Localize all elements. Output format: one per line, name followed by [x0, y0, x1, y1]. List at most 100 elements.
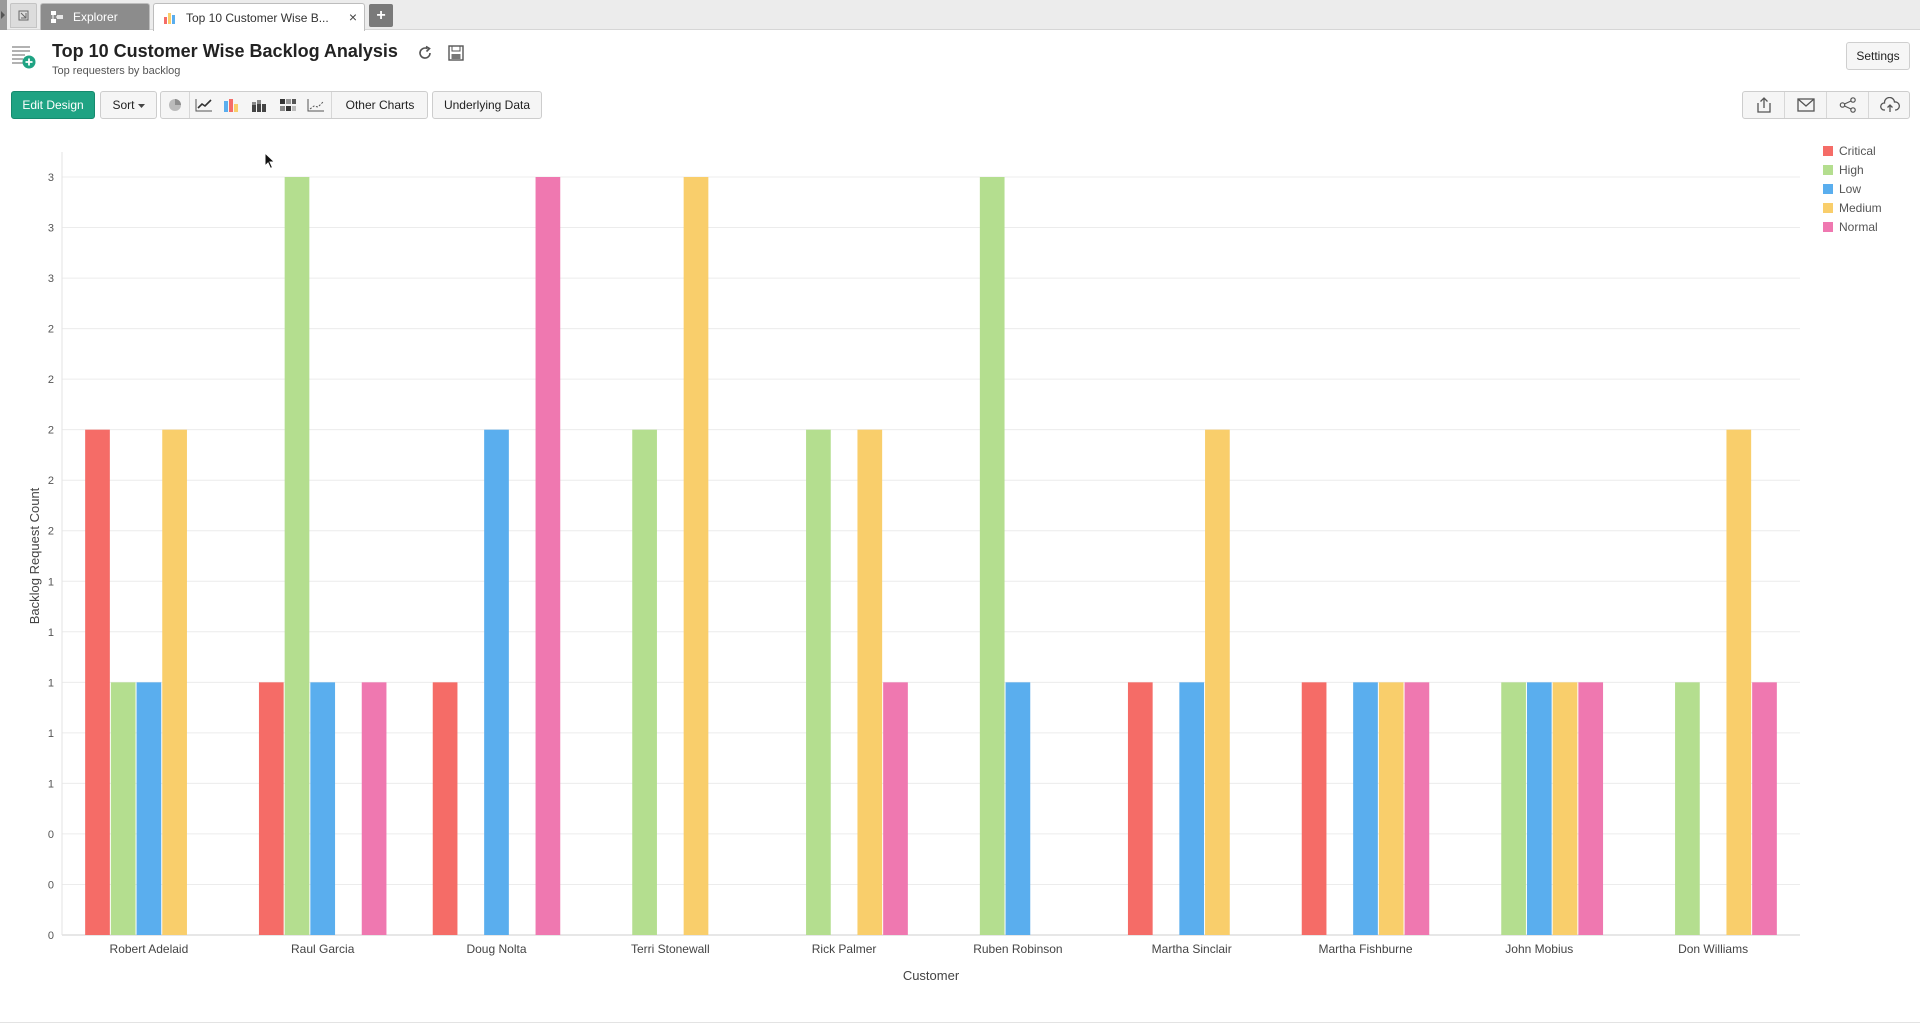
export-icon[interactable]: [1743, 92, 1784, 118]
y-tick-label: 2: [48, 475, 54, 487]
explorer-icon: [50, 10, 64, 24]
legend-swatch: [1823, 183, 1833, 194]
chart-legend: Critical High Low Medium Normal: [1823, 141, 1882, 236]
bar-critical: [432, 682, 458, 935]
y-tick-label: 0: [48, 930, 54, 942]
email-icon[interactable]: [1785, 92, 1826, 118]
y-tick-label: 3: [48, 172, 54, 184]
bar-critical: [85, 429, 110, 935]
y-tick-label: 1: [48, 677, 54, 689]
collapse-handle[interactable]: [0, 0, 7, 30]
y-tick-label: 1: [48, 627, 54, 639]
save-icon[interactable]: [447, 44, 465, 62]
legend-item[interactable]: Critical: [1823, 141, 1882, 160]
bar-medium: [1552, 682, 1578, 935]
close-icon[interactable]: ×: [348, 9, 357, 25]
bar-low: [1353, 682, 1378, 935]
y-tick-label: 0: [48, 829, 54, 841]
tab-explorer[interactable]: Explorer: [40, 3, 150, 30]
add-tab-button[interactable]: +: [369, 4, 393, 27]
bar-critical: [258, 682, 284, 935]
bar-low: [1526, 682, 1552, 935]
bar-normal: [1752, 682, 1777, 935]
y-axis-title: Backlog Request Count: [27, 487, 42, 624]
bar-critical: [1301, 682, 1327, 935]
divider: [0, 1022, 1920, 1023]
legend-label: Medium: [1839, 200, 1882, 215]
bar-medium: [1378, 682, 1404, 935]
cloud-upload-icon[interactable]: [1869, 92, 1910, 118]
bar-normal: [361, 682, 387, 935]
report-list-icon[interactable]: [11, 44, 37, 70]
y-tick-label: 3: [48, 223, 54, 235]
refresh-icon[interactable]: [416, 44, 434, 62]
x-tick-label: John Mobius: [1505, 942, 1573, 956]
bar-medium: [1205, 429, 1230, 935]
page-subtitle: Top requesters by backlog: [52, 65, 181, 77]
bar-low: [136, 682, 162, 935]
legend-label: Normal: [1839, 219, 1878, 234]
stacked-bar-icon[interactable]: [246, 92, 274, 118]
x-tick-label: Don Williams: [1678, 942, 1748, 956]
x-tick-label: Rick Palmer: [812, 942, 877, 956]
bar-high: [1675, 682, 1700, 935]
legend-swatch: [1823, 221, 1833, 232]
line-chart-icon[interactable]: [190, 92, 218, 118]
y-tick-label: 2: [48, 526, 54, 538]
home-tab-icon[interactable]: [10, 3, 37, 28]
legend-item[interactable]: Medium: [1823, 198, 1882, 217]
pie-chart-icon[interactable]: [161, 92, 189, 118]
bar-normal: [535, 177, 561, 935]
y-tick-label: 1: [48, 576, 54, 588]
x-tick-label: Doug Nolta: [466, 942, 526, 956]
y-tick-label: 2: [48, 324, 54, 336]
legend-item[interactable]: High: [1823, 160, 1882, 179]
mouse-cursor-icon: [264, 151, 276, 175]
y-tick-label: 2: [48, 425, 54, 437]
bar-low: [1179, 682, 1205, 935]
legend-label: Critical: [1839, 143, 1876, 158]
bar-normal: [883, 682, 908, 935]
legend-item[interactable]: Low: [1823, 179, 1882, 198]
bar-medium: [683, 177, 709, 935]
bar-medium: [857, 429, 883, 935]
y-tick-label: 3: [48, 273, 54, 285]
legend-label: Low: [1839, 181, 1862, 196]
legend-item[interactable]: Normal: [1823, 217, 1882, 236]
legend-label: High: [1839, 162, 1864, 177]
y-tick-label: 1: [48, 728, 54, 740]
x-tick-label: Raul Garcia: [291, 942, 355, 956]
share-toolbar: [1742, 91, 1910, 119]
share-icon[interactable]: [1827, 92, 1868, 118]
bar-high: [806, 429, 831, 935]
bar-high: [979, 177, 1005, 935]
bar-chart-icon[interactable]: [218, 92, 246, 118]
tab-report[interactable]: Top 10 Customer Wise B... ×: [153, 3, 365, 31]
sort-label: Sort: [112, 98, 135, 112]
edit-design-button[interactable]: Edit Design: [11, 91, 95, 119]
y-tick-label: 1: [48, 778, 54, 790]
x-tick-label: Robert Adelaid: [110, 942, 189, 956]
bar-normal: [1578, 682, 1604, 935]
tab-strip: Explorer Top 10 Customer Wise B... × +: [0, 0, 1920, 31]
scatter-chart-icon[interactable]: [302, 92, 330, 118]
caret-down-icon: [137, 98, 145, 112]
x-tick-label: Martha Sinclair: [1152, 942, 1232, 956]
bar-low: [1005, 682, 1031, 935]
heatmap-icon[interactable]: [274, 92, 302, 118]
bar-medium: [1726, 429, 1752, 935]
other-charts-button[interactable]: Other Charts: [345, 98, 415, 112]
legend-swatch: [1823, 164, 1833, 175]
bar-critical: [1127, 682, 1153, 935]
tab-label: Top 10 Customer Wise B...: [186, 10, 329, 25]
bar-medium: [162, 429, 187, 935]
page-title: Top 10 Customer Wise Backlog Analysis: [52, 41, 398, 61]
bar-high: [1501, 682, 1526, 935]
bar-low: [310, 682, 336, 935]
sort-button[interactable]: Sort: [100, 91, 157, 119]
y-tick-label: 0: [48, 879, 54, 891]
underlying-data-button[interactable]: Underlying Data: [432, 91, 542, 119]
bar-chart: 0 0 0 1 1 1 1 1 2 2 2 2 2 3 3 3 Robert Adelaid Raul Garci…: [27, 152, 1800, 983]
x-tick-label: Martha Fishburne: [1318, 942, 1412, 956]
settings-button[interactable]: Settings: [1846, 42, 1910, 70]
